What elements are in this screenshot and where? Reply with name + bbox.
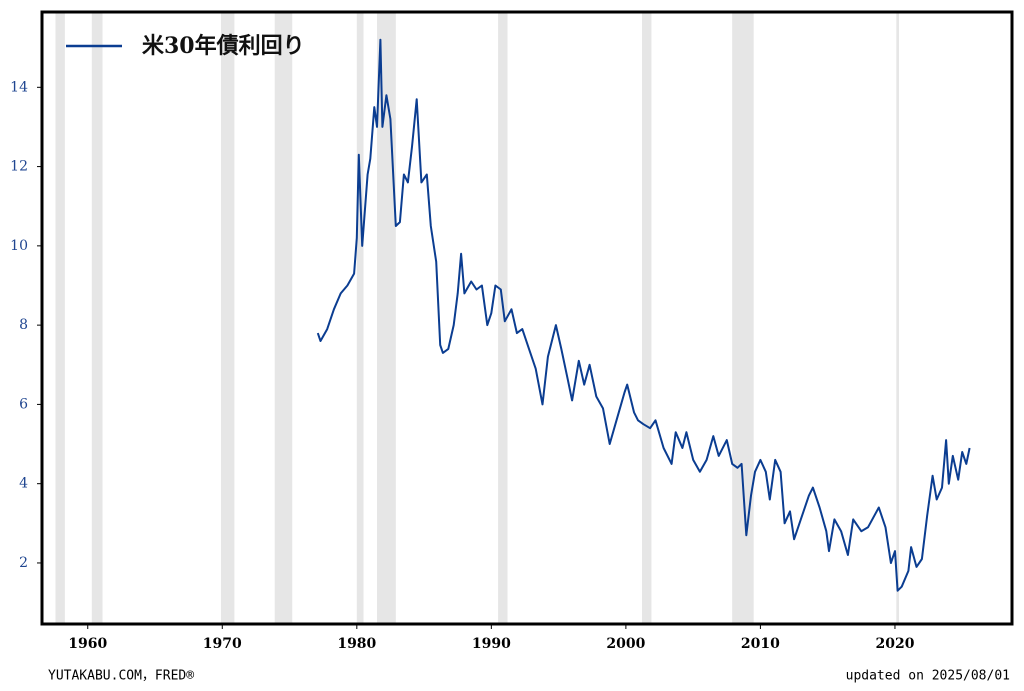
- recession-band: [498, 12, 508, 624]
- recession-band: [896, 12, 899, 624]
- y-tick-label: 14: [10, 79, 28, 95]
- recession-band: [55, 12, 65, 624]
- y-tick-label: 10: [10, 238, 28, 254]
- recession-band: [220, 12, 235, 624]
- x-tick-label: 1960: [68, 636, 107, 652]
- source: YUTAKABU.COM，FRED®: [48, 669, 194, 684]
- line-series: [316, 38, 971, 592]
- y-tick-label: 4: [19, 476, 28, 492]
- x-tick-label: 1980: [337, 636, 376, 652]
- recession-band: [732, 12, 754, 624]
- recession-band: [274, 12, 293, 624]
- x-tick-label: 1990: [472, 636, 511, 652]
- plot-frame: [40, 10, 1014, 626]
- y-tick-label: 6: [19, 396, 28, 412]
- y-tick-label: 2: [19, 555, 28, 571]
- x-tick-label: 1970: [203, 636, 242, 652]
- recession-band: [91, 12, 103, 624]
- recession-band: [642, 12, 652, 624]
- updated: updated on 2025/08/01: [846, 669, 1010, 684]
- legend-label: 米30年債利回り: [142, 33, 305, 59]
- y-tick-label: 8: [19, 317, 28, 333]
- x-tick-label: 2010: [741, 636, 780, 652]
- recession-band: [356, 12, 364, 624]
- recession-band: [376, 12, 396, 624]
- x-tick-label: 2020: [875, 636, 914, 652]
- y-tick-label: 12: [10, 159, 28, 175]
- x-tick-label: 2000: [606, 636, 645, 652]
